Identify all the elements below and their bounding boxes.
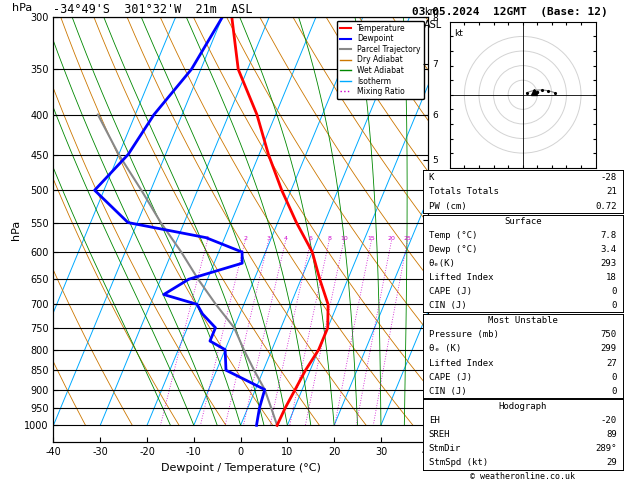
- Text: 0: 0: [611, 301, 616, 310]
- Text: 10: 10: [340, 236, 348, 241]
- Text: -28: -28: [601, 173, 616, 182]
- Text: CAPE (J): CAPE (J): [429, 372, 472, 382]
- Text: 0: 0: [611, 372, 616, 382]
- Text: 27: 27: [606, 359, 616, 367]
- Y-axis label: hPa: hPa: [11, 220, 21, 240]
- Text: 289°: 289°: [595, 444, 616, 453]
- X-axis label: Dewpoint / Temperature (°C): Dewpoint / Temperature (°C): [160, 463, 321, 473]
- Text: kt: kt: [454, 29, 463, 38]
- Text: Dewp (°C): Dewp (°C): [429, 245, 477, 254]
- Text: ASL: ASL: [424, 20, 442, 31]
- Text: 3: 3: [267, 236, 270, 241]
- Text: 15: 15: [367, 236, 376, 241]
- Text: 0: 0: [611, 287, 616, 296]
- Text: Most Unstable: Most Unstable: [487, 316, 558, 326]
- Text: 6: 6: [309, 236, 313, 241]
- Text: PW (cm): PW (cm): [429, 202, 466, 210]
- Text: © weatheronline.co.uk: © weatheronline.co.uk: [470, 472, 575, 482]
- Text: 03.05.2024  12GMT  (Base: 12): 03.05.2024 12GMT (Base: 12): [412, 7, 608, 17]
- Text: 8: 8: [327, 236, 331, 241]
- Text: Hodograph: Hodograph: [499, 402, 547, 411]
- Text: SREH: SREH: [429, 430, 450, 439]
- Text: Totals Totals: Totals Totals: [429, 187, 499, 196]
- Text: km: km: [424, 7, 439, 17]
- Text: 750: 750: [601, 330, 616, 340]
- Text: hPa: hPa: [13, 3, 33, 13]
- Text: 299: 299: [601, 345, 616, 353]
- Text: EH: EH: [429, 416, 440, 425]
- Text: CIN (J): CIN (J): [429, 386, 466, 396]
- Text: Surface: Surface: [504, 217, 542, 226]
- Text: 1: 1: [206, 236, 209, 241]
- Text: Lifted Index: Lifted Index: [429, 273, 493, 282]
- Text: K: K: [429, 173, 434, 182]
- Text: CAPE (J): CAPE (J): [429, 287, 472, 296]
- Legend: Temperature, Dewpoint, Parcel Trajectory, Dry Adiabat, Wet Adiabat, Isotherm, Mi: Temperature, Dewpoint, Parcel Trajectory…: [337, 21, 424, 99]
- Text: 0.72: 0.72: [595, 202, 616, 210]
- Text: 3.4: 3.4: [601, 245, 616, 254]
- Text: θₑ (K): θₑ (K): [429, 345, 461, 353]
- Text: 18: 18: [606, 273, 616, 282]
- Text: -20: -20: [601, 416, 616, 425]
- Text: 21: 21: [606, 187, 616, 196]
- Text: 20: 20: [387, 236, 396, 241]
- Text: 293: 293: [601, 259, 616, 268]
- Y-axis label: Mixing Ratio (g/kg): Mixing Ratio (g/kg): [452, 187, 460, 273]
- Text: 29: 29: [606, 458, 616, 468]
- Text: 25: 25: [404, 236, 411, 241]
- Text: θₑ(K): θₑ(K): [429, 259, 455, 268]
- Text: Temp (°C): Temp (°C): [429, 231, 477, 240]
- Text: 0: 0: [611, 386, 616, 396]
- Text: StmDir: StmDir: [429, 444, 461, 453]
- Text: Lifted Index: Lifted Index: [429, 359, 493, 367]
- Text: StmSpd (kt): StmSpd (kt): [429, 458, 488, 468]
- Text: Pressure (mb): Pressure (mb): [429, 330, 499, 340]
- Text: 7.8: 7.8: [601, 231, 616, 240]
- Text: 4: 4: [284, 236, 287, 241]
- Text: CIN (J): CIN (J): [429, 301, 466, 310]
- Text: 89: 89: [606, 430, 616, 439]
- Text: 2: 2: [243, 236, 247, 241]
- Text: -34°49'S  301°32'W  21m  ASL: -34°49'S 301°32'W 21m ASL: [53, 3, 253, 16]
